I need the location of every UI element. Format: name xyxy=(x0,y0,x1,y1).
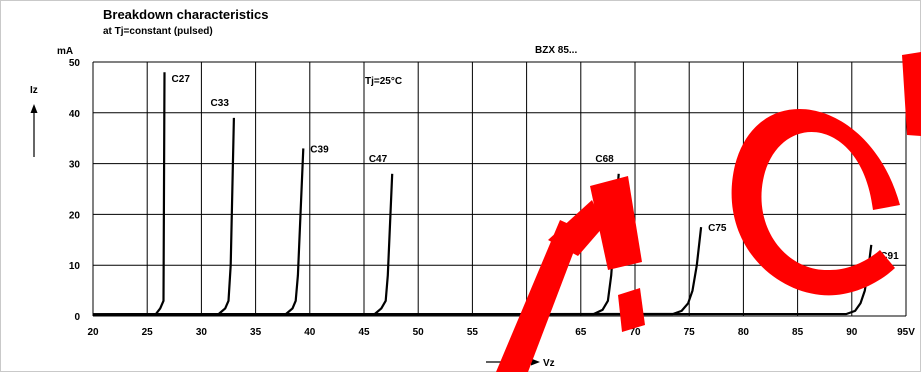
y-axis-label: Iz xyxy=(30,85,38,96)
y-tick-label: 50 xyxy=(69,58,81,69)
watermark-logo xyxy=(496,52,921,372)
curve-label-c33: C33 xyxy=(211,98,230,109)
y-tick-label: 40 xyxy=(69,109,81,120)
y-tick-label: 10 xyxy=(69,261,81,272)
y-unit-label: mA xyxy=(57,46,73,57)
breakdown-curves xyxy=(92,72,873,316)
x-tick-label: 50 xyxy=(413,327,425,338)
x-tick-label: 85 xyxy=(792,327,804,338)
curve-label-c75: C75 xyxy=(708,223,727,234)
curve-label-c47: C47 xyxy=(369,154,388,165)
curve-label-c39: C39 xyxy=(310,144,329,155)
curve-labels: C27 C33 C39 C47 C68 C75 C91 xyxy=(172,74,900,262)
x-tick-label: 40 xyxy=(304,327,316,338)
curve-label-c27: C27 xyxy=(172,74,191,85)
x-tick-label: 35 xyxy=(250,327,262,338)
y-tick-label: 20 xyxy=(69,210,81,221)
x-tick-label: 20 xyxy=(87,327,99,338)
x-axis-label: Vz xyxy=(543,358,555,369)
curve-c27 xyxy=(92,72,166,316)
x-tick-label: 90 xyxy=(846,327,858,338)
y-tick-label: 0 xyxy=(74,312,80,323)
series-family-label: BZX 85... xyxy=(535,45,577,56)
x-tick-label: 75 xyxy=(684,327,696,338)
curve-c39 xyxy=(92,148,305,316)
tick-labels: 20253035404550556065707580859095V0102030… xyxy=(69,58,915,338)
curve-c47 xyxy=(92,173,394,316)
y-axis-arrow-icon xyxy=(30,104,38,157)
x-tick-label: 80 xyxy=(738,327,750,338)
x-tick-label: 30 xyxy=(196,327,208,338)
x-tick-label: 45 xyxy=(358,327,370,338)
x-tick-label: 65 xyxy=(575,327,587,338)
curve-label-c91: C91 xyxy=(880,251,899,262)
x-tick-label: 55 xyxy=(467,327,479,338)
chart-subtitle: at Tj=constant (pulsed) xyxy=(103,26,213,37)
chart-title: Breakdown characteristics xyxy=(103,7,268,22)
curve-label-c68: C68 xyxy=(595,154,614,165)
x-tick-label: 95V xyxy=(897,327,915,338)
x-tick-label: 70 xyxy=(629,327,641,338)
grid xyxy=(92,61,907,317)
x-tick-label: 25 xyxy=(142,327,154,338)
temperature-condition: Tj=25°C xyxy=(365,76,402,87)
y-tick-label: 30 xyxy=(69,160,81,171)
